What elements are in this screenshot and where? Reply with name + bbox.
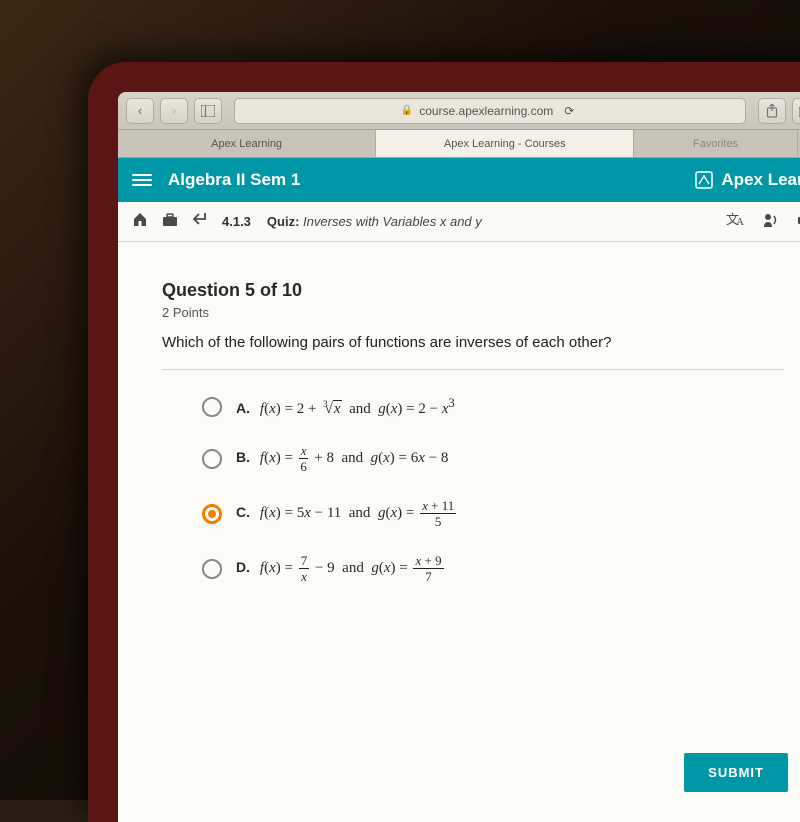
radio-a[interactable] [202,397,222,417]
option-math: f(x) = x6 + 8 and g(x) = 6x − 8 [260,450,449,466]
brand-text: Apex Learn [721,170,800,190]
share-button[interactable] [758,98,786,124]
course-header: Algebra II Sem 1 Apex Learn [118,158,800,202]
menu-icon[interactable] [132,174,152,186]
safari-toolbar: ‹ › 🔒 course.apexlearning.com ⟳ [118,92,800,130]
forward-button[interactable]: › [160,98,188,124]
options-list: A. f(x) = 2 + 3√x and g(x) = 2 − x3 B. f… [162,396,784,583]
svg-text:A: A [736,216,744,227]
quiz-title-vars: x and y [440,214,482,229]
option-letter: C. [236,504,250,520]
question-prompt: Which of the following pairs of function… [162,334,784,351]
read-aloud-icon[interactable] [762,212,780,231]
option-a[interactable]: A. f(x) = 2 + 3√x and g(x) = 2 − x3 [202,396,784,418]
print-icon[interactable] [796,212,800,231]
address-bar[interactable]: 🔒 course.apexlearning.com ⟳ [234,98,746,124]
divider [162,369,784,370]
return-icon[interactable] [192,212,208,231]
briefcase-icon[interactable] [162,213,178,231]
question-content: Question 5 of 10 2 Points Which of the f… [118,242,800,822]
option-math: f(x) = 5x − 11 and g(x) = x + 115 [260,505,458,521]
option-b[interactable]: B. f(x) = x6 + 8 and g(x) = 6x − 8 [202,444,784,473]
option-c[interactable]: C. f(x) = 5x − 11 and g(x) = x + 115 [202,499,784,528]
submit-button[interactable]: SUBMIT [684,753,788,792]
browser-tab[interactable]: Apex Learning - Courses [376,130,634,157]
radio-c[interactable] [202,504,222,524]
reload-icon[interactable]: ⟳ [559,104,579,118]
brand: Apex Learn [693,169,800,191]
option-letter: B. [236,449,250,465]
browser-tabs: Apex Learning Apex Learning - Courses Fa… [118,130,800,158]
course-title: Algebra II Sem 1 [168,170,300,190]
quiz-label: Quiz: [267,214,300,229]
lock-icon: 🔒 [401,105,413,116]
browser-tab[interactable]: Apex Learning [118,130,376,157]
tablet-frame: ‹ › 🔒 course.apexlearning.com ⟳ Apex Lea… [88,62,800,822]
back-button[interactable]: ‹ [126,98,154,124]
brand-icon [693,169,715,191]
quiz-number: 4.1.3 [222,214,251,229]
tab-label: Apex Learning [211,138,282,150]
option-letter: A. [236,400,250,416]
quiz-bar: 4.1.3 Quiz: Inverses with Variables x an… [118,202,800,242]
sidebar-button[interactable] [194,98,222,124]
browser-tab[interactable]: Favorites [634,130,797,157]
home-icon[interactable] [132,212,148,231]
radio-b[interactable] [202,449,222,469]
question-heading: Question 5 of 10 [162,280,784,301]
radio-d[interactable] [202,559,222,579]
quiz-title-text: Inverses with Variables [303,214,440,229]
url-text: course.apexlearning.com [419,104,553,118]
question-points: 2 Points [162,305,784,320]
screen: ‹ › 🔒 course.apexlearning.com ⟳ Apex Lea… [118,92,800,822]
tabs-button[interactable] [792,98,800,124]
tab-label: Favorites [693,138,738,150]
option-math: f(x) = 2 + 3√x and g(x) = 2 − x3 [260,401,455,417]
option-math: f(x) = 7x − 9 and g(x) = x + 97 [260,560,446,576]
option-letter: D. [236,559,250,575]
sidebar-icon [201,105,215,117]
quiz-title: Inverses with Variables x and y [303,214,482,229]
option-d[interactable]: D. f(x) = 7x − 9 and g(x) = x + 97 [202,554,784,583]
share-icon [766,104,778,118]
tab-label: Apex Learning - Courses [444,138,566,150]
translate-icon[interactable]: 文A [726,211,746,232]
